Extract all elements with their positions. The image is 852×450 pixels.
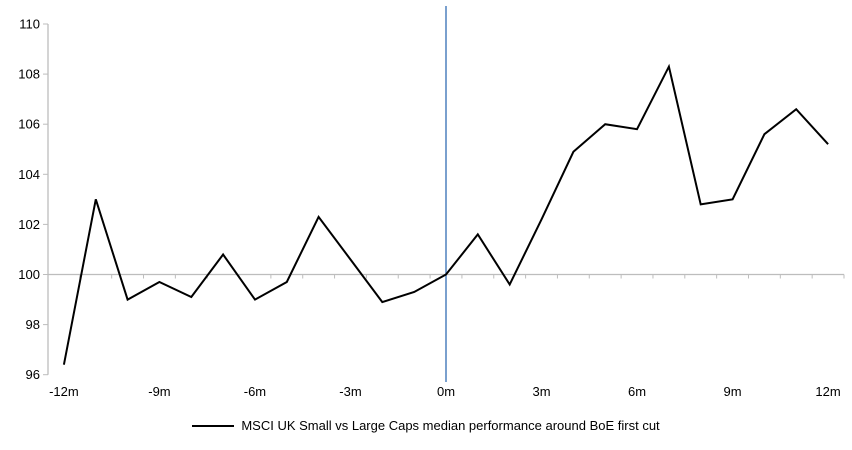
y-tick-label: 104 [18, 167, 40, 182]
legend-label: MSCI UK Small vs Large Caps median perfo… [241, 418, 660, 433]
y-tick-label: 98 [26, 317, 40, 332]
y-tick-label: 110 [19, 17, 40, 32]
x-tick-label: 6m [628, 384, 646, 399]
x-tick-label: -12m [49, 384, 79, 399]
x-tick-label: 9m [724, 384, 742, 399]
legend-line-swatch [192, 424, 235, 427]
y-tick-label: 100 [18, 267, 40, 282]
x-tick-label: 12m [815, 384, 840, 399]
y-tick-label: 102 [18, 217, 40, 232]
y-tick-label: 106 [18, 117, 40, 132]
x-tick-label: -6m [244, 384, 266, 399]
y-tick-label: 108 [18, 67, 40, 82]
x-tick-label: 3m [532, 384, 550, 399]
legend: MSCI UK Small vs Large Caps median perfo… [0, 417, 852, 434]
x-tick-label: -9m [148, 384, 170, 399]
series-line [62, 63, 829, 365]
y-tick-label: 96 [26, 367, 40, 382]
x-tick-label: 0m [437, 384, 455, 399]
x-tick-label: -3m [339, 384, 361, 399]
